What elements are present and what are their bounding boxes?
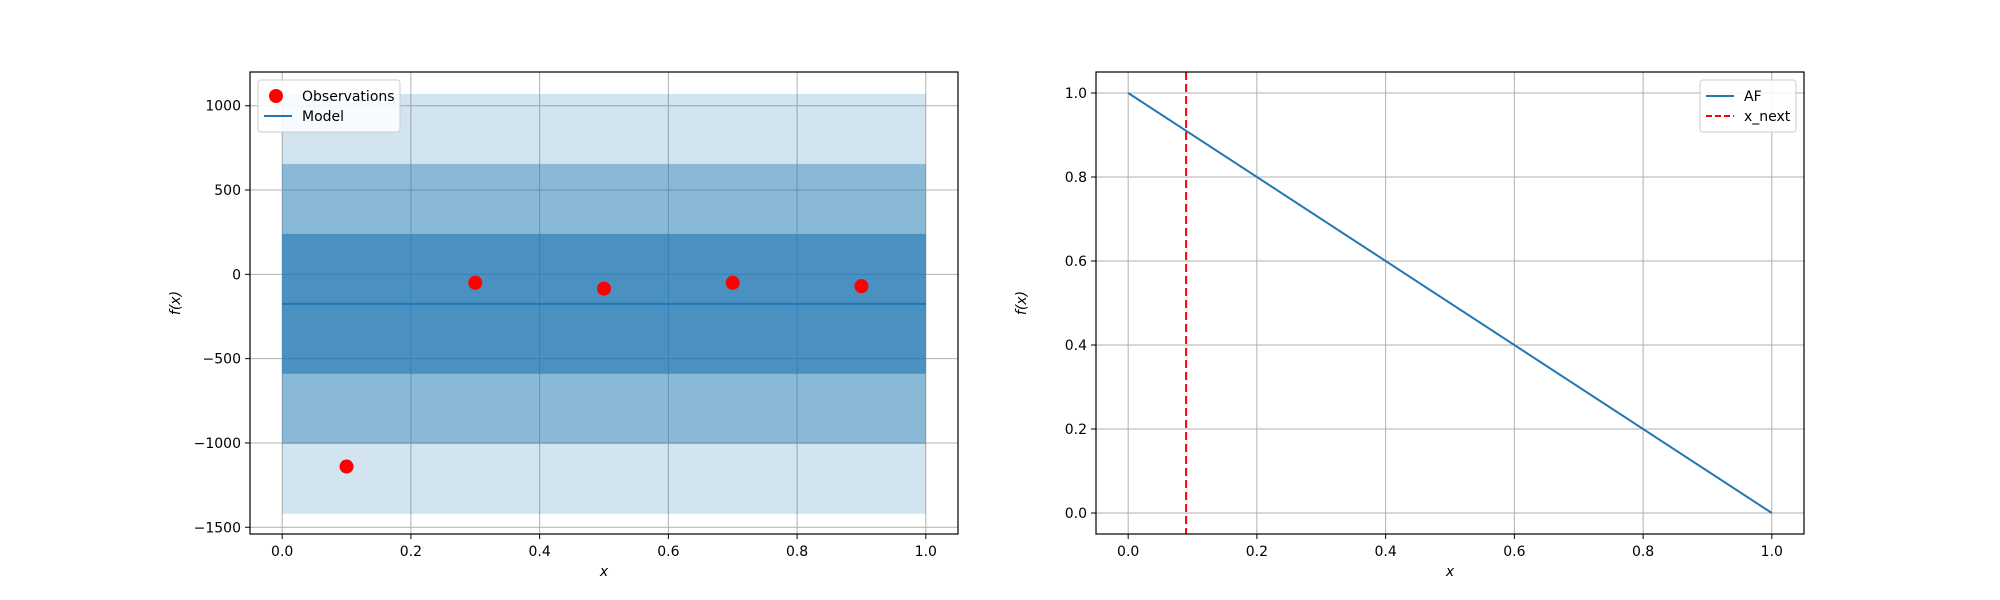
c1-x-axis-label: x — [1445, 564, 1455, 580]
c1-axes-frame — [1095, 71, 1805, 535]
c1-x-tick-label-2: 0.4 — [1375, 544, 1397, 560]
c0-observation-point-4 — [854, 279, 869, 294]
c0-axes-frame — [249, 71, 959, 535]
c0-y-tick-label-4: 500 — [214, 183, 241, 199]
c1-x-tick-label-4: 0.8 — [1632, 544, 1654, 560]
c1-x-tick-label-1: 0.2 — [1246, 544, 1268, 560]
c1-x-tick-label-3: 0.6 — [1503, 544, 1525, 560]
c0-y-tick-label-3: 0 — [232, 267, 241, 283]
c0-legend-marker-0 — [269, 89, 283, 103]
c1-grid — [1096, 72, 1804, 534]
c0-observation-point-3 — [725, 275, 740, 290]
c0-observation-point-1 — [468, 275, 483, 290]
c0-x-tick-label-1: 0.2 — [400, 544, 422, 560]
c1-legend-label-1: x_next — [1744, 109, 1791, 125]
c1-y-tick-label-2: 0.4 — [1065, 338, 1087, 354]
c1-x-tick-label-5: 1.0 — [1761, 544, 1783, 560]
c1-series-af-line — [1127, 92, 1773, 514]
c0-x-axis-label: x — [599, 564, 609, 580]
c1-legend-label-0: AF — [1744, 89, 1762, 105]
c0-y-tick-label-2: −500 — [203, 352, 241, 368]
chart-right: 0.0 0.2 0.4 0.6 0.8 1.0 0.0 0.2 0.4 0.6 0.8 1.0 x f(x… — [1014, 71, 1805, 580]
c0-x-tick-label-3: 0.6 — [657, 544, 679, 560]
c1-y-tick-label-5: 1.0 — [1065, 86, 1087, 102]
c1-x-tick-label-0: 0.0 — [1117, 544, 1139, 560]
c0-x-tick-label-2: 0.4 — [529, 544, 551, 560]
c0-legend-label-1: Model — [302, 109, 344, 125]
c0-legend-label-0: Observations — [302, 89, 395, 105]
c1-y-tick-label-0: 0.0 — [1065, 506, 1087, 522]
c0-legend-box — [257, 79, 401, 133]
c1-legend-box — [1699, 79, 1797, 133]
c0-y-tick-label-1: −1000 — [194, 436, 241, 452]
c0-observation-point-2 — [597, 281, 611, 296]
c0-x-tick-label-4: 0.8 — [786, 544, 808, 560]
c0-x-tick-label-0: 0.0 — [271, 544, 293, 560]
c1-y-tick-label-1: 0.2 — [1065, 422, 1087, 438]
c0-y-tick-label-0: −1500 — [194, 520, 241, 536]
c1-legend: AF x_next — [1699, 79, 1797, 133]
c0-y-tick-label-5: 1000 — [205, 99, 241, 115]
c1-y-tick-label-3: 0.6 — [1065, 254, 1087, 270]
chart-left: 0.0 0.2 0.4 0.6 0.8 1.0 −1500 −1000 −500 0 500 1000… — [168, 71, 959, 580]
c0-x-tick-label-5: 1.0 — [915, 544, 937, 560]
c1-y-axis-label: f(x) — [1014, 291, 1030, 315]
c1-y-tick-label-4: 0.8 — [1065, 170, 1087, 186]
c0-y-axis-label: f(x) — [168, 291, 184, 315]
c0-observation-point-0 — [339, 459, 354, 474]
c0-legend: Observations Model — [257, 79, 401, 133]
